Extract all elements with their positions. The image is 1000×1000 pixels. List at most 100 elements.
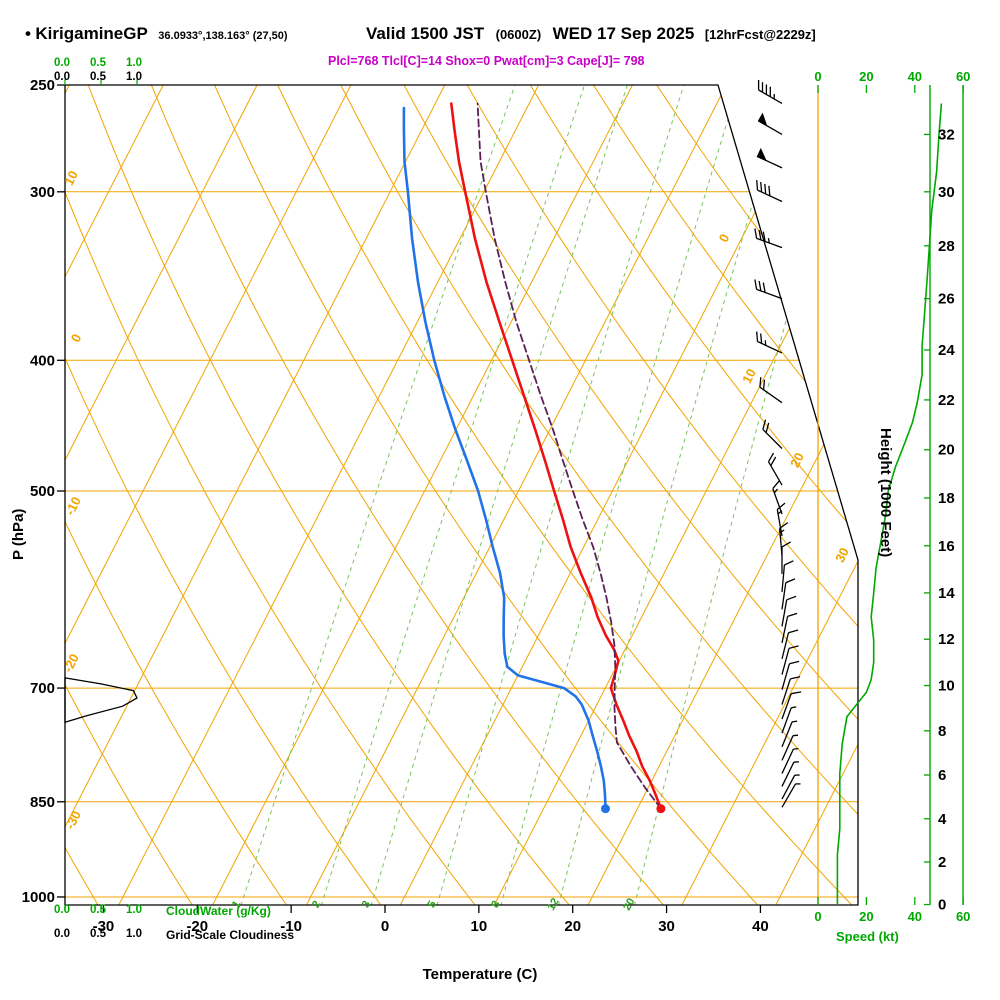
valid-date: WED 17 Sep 2025	[552, 24, 695, 43]
svg-text:0: 0	[814, 909, 821, 924]
page-title: • KirigamineGP 36.0933°,138.163° (27,50)…	[25, 24, 816, 44]
svg-text:12: 12	[938, 631, 955, 648]
svg-text:40: 40	[908, 909, 922, 924]
svg-text:12: 12	[545, 896, 562, 913]
wind-speed-curve	[836, 103, 943, 904]
svg-text:16: 16	[938, 538, 955, 555]
svg-text:-20: -20	[186, 918, 208, 935]
svg-text:1: 1	[230, 899, 243, 910]
svg-text:14: 14	[938, 585, 955, 602]
svg-text:500: 500	[30, 483, 55, 500]
cloudwater-scale-top: 0.0 0.5 1.0	[54, 57, 162, 69]
forecast-tag: [12hrFcst@2229z]	[704, 27, 816, 42]
svg-text:18: 18	[938, 490, 955, 507]
svg-text:20: 20	[564, 918, 581, 935]
svg-text:2: 2	[938, 854, 946, 871]
svg-text:24: 24	[938, 342, 955, 359]
pressure-axis-title: P (hPa)	[10, 508, 27, 560]
svg-text:28: 28	[938, 238, 955, 255]
scale-tick-label: 1.0	[126, 928, 142, 940]
svg-text:10: 10	[61, 168, 81, 188]
svg-text:20: 20	[938, 442, 955, 459]
scale-tick-label: 0.5	[90, 57, 106, 69]
svg-text:1000: 1000	[22, 889, 55, 906]
svg-text:8: 8	[938, 723, 946, 740]
svg-text:0: 0	[68, 331, 85, 344]
gridscale-legend: Grid-Scale Cloudiness	[166, 928, 295, 942]
surface-dewpoint-dot	[601, 804, 611, 814]
dewpoint-curve	[402, 106, 607, 810]
svg-text:60: 60	[956, 69, 970, 84]
scale-tick-label: 0.5	[90, 928, 106, 940]
svg-text:2: 2	[310, 899, 323, 910]
svg-text:10: 10	[938, 678, 955, 695]
svg-text:60: 60	[956, 909, 970, 924]
svg-text:20: 20	[859, 69, 873, 84]
cloudwater-scale-bottom: 0.0 0.5 1.0 CloudWater (g/Kg)	[54, 904, 271, 918]
svg-text:30: 30	[938, 184, 955, 201]
scale-tick-label: 0.5	[90, 904, 106, 916]
station-bullet-icon: •	[25, 24, 31, 43]
svg-text:30: 30	[658, 918, 675, 935]
wind-barbs	[754, 80, 802, 808]
svg-text:-30: -30	[93, 918, 115, 935]
mixing-ratio-labels: 1 2 3 5 8 12 20	[230, 896, 638, 913]
temperature-curve	[449, 102, 663, 810]
cloudiness-scale-bottom: 0.0 0.5 1.0 Grid-Scale Cloudiness	[54, 928, 294, 942]
height-axis-title: Height (1000 Feet)	[877, 428, 894, 558]
svg-text:6: 6	[938, 767, 946, 784]
scale-tick-label: 1.0	[126, 904, 142, 916]
svg-text:40: 40	[752, 918, 769, 935]
valid-utc: (0600Z)	[495, 27, 542, 42]
svg-text:30: 30	[832, 545, 852, 565]
svg-text:20: 20	[859, 909, 873, 924]
svg-text:300: 300	[30, 184, 55, 201]
scale-tick-label: 1.0	[126, 71, 142, 83]
scale-tick-label: 0.0	[54, 57, 70, 69]
cloudwater-legend: CloudWater (g/Kg)	[166, 904, 271, 918]
svg-text:4: 4	[938, 811, 947, 828]
svg-text:40: 40	[908, 69, 922, 84]
svg-text:3: 3	[360, 899, 373, 910]
speed-axis-title: Speed (kt)	[836, 929, 899, 944]
svg-text:250: 250	[30, 77, 55, 94]
svg-text:26: 26	[938, 291, 955, 308]
cloudiness-scale-top: 0.0 0.5 1.0	[54, 71, 162, 83]
scale-tick-label: 0.0	[54, 71, 70, 83]
cloudiness-outline	[64, 677, 138, 724]
surface-temperature-dot	[656, 804, 666, 814]
svg-text:850: 850	[30, 794, 55, 811]
sounding-indices: Plcl=768 Tlcl[C]=14 Shox=0 Pwat[cm]=3 Ca…	[328, 54, 645, 68]
skewt-grid	[65, 85, 858, 905]
svg-text:700: 700	[30, 680, 55, 697]
scale-tick-label: 1.0	[126, 57, 142, 69]
svg-text:20: 20	[787, 450, 807, 470]
svg-text:5: 5	[425, 899, 438, 910]
svg-text:0: 0	[716, 231, 733, 244]
svg-text:-20: -20	[60, 651, 82, 675]
svg-text:10: 10	[739, 366, 759, 386]
svg-text:22: 22	[938, 392, 955, 409]
scale-tick-label: 0.0	[54, 928, 70, 940]
scale-tick-label: 0.5	[90, 71, 106, 83]
svg-text:0: 0	[938, 897, 946, 914]
scale-tick-label: 0.0	[54, 904, 70, 916]
svg-text:8: 8	[489, 899, 502, 910]
parcel-curve	[476, 102, 662, 810]
temperature-axis-title: Temperature (C)	[422, 966, 538, 983]
valid-time: Valid 1500 JST	[366, 24, 485, 43]
svg-text:-10: -10	[280, 918, 302, 935]
station-name: KirigamineGP	[35, 24, 148, 43]
plot-border	[64, 84, 859, 906]
svg-text:0: 0	[814, 69, 821, 84]
svg-text:32: 32	[938, 126, 955, 143]
svg-text:20: 20	[621, 896, 638, 913]
svg-text:400: 400	[30, 352, 55, 369]
svg-text:0: 0	[381, 918, 389, 935]
